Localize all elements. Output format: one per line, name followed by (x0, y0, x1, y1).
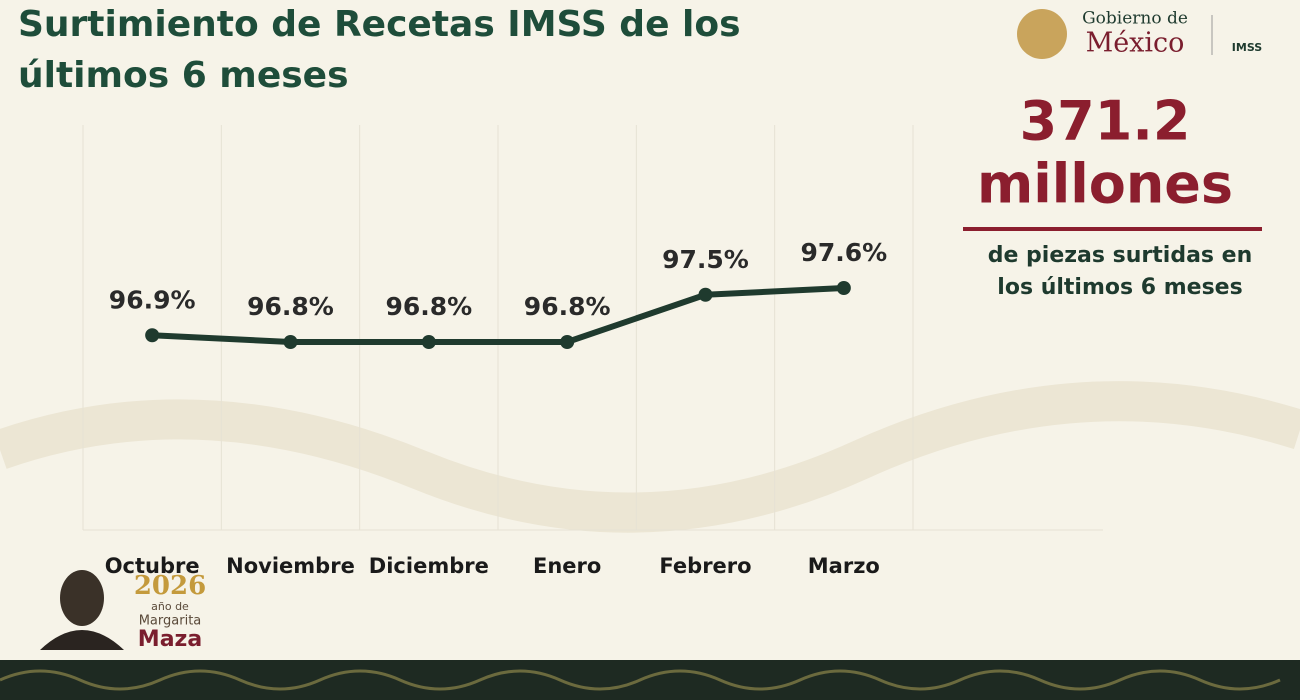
portrait (60, 570, 104, 626)
title: últimos 6 meses (18, 55, 349, 96)
footer-text: año de (151, 600, 189, 613)
x-tick-label: Enero (533, 554, 601, 578)
stat-unit: millones (977, 153, 1233, 216)
data-label: 96.8% (247, 292, 334, 321)
point (560, 335, 575, 349)
footer-year: 2026 (134, 571, 206, 601)
point (283, 335, 298, 349)
data-label: 97.5% (662, 245, 749, 274)
x-tick-label: Octubre (105, 554, 200, 578)
data-label: 96.8% (524, 292, 611, 321)
decoration (0, 381, 1300, 533)
x-tick-label: Marzo (808, 554, 880, 578)
footer-text: Maza (138, 627, 202, 652)
point (698, 287, 713, 302)
footer-text: Margarita (139, 614, 202, 629)
point (836, 281, 851, 295)
stat-caption: de piezas surtidas en (988, 243, 1253, 268)
data-label: 97.6% (800, 238, 887, 267)
point (421, 335, 436, 349)
stat-value: 371.2 (1020, 90, 1191, 153)
x-tick-label: Febrero (659, 554, 751, 578)
logo-text: México (1086, 28, 1185, 59)
line (152, 285, 844, 345)
band-pattern (0, 669, 1281, 691)
data-label: 96.8% (385, 292, 472, 321)
x-tick-label: Diciembre (369, 554, 489, 578)
logo-text: Gobierno de (1082, 9, 1188, 29)
emblem (1017, 9, 1067, 59)
logo-imss: IMSS (1232, 41, 1262, 54)
stat-caption: los últimos 6 meses (997, 275, 1242, 300)
data-label: 96.9% (109, 285, 196, 314)
title: Surtimiento de Recetas IMSS de los (18, 4, 741, 45)
x-tick-label: Noviembre (226, 554, 355, 578)
portrait (40, 630, 124, 650)
bottom-band (0, 660, 1300, 700)
point (145, 328, 160, 343)
